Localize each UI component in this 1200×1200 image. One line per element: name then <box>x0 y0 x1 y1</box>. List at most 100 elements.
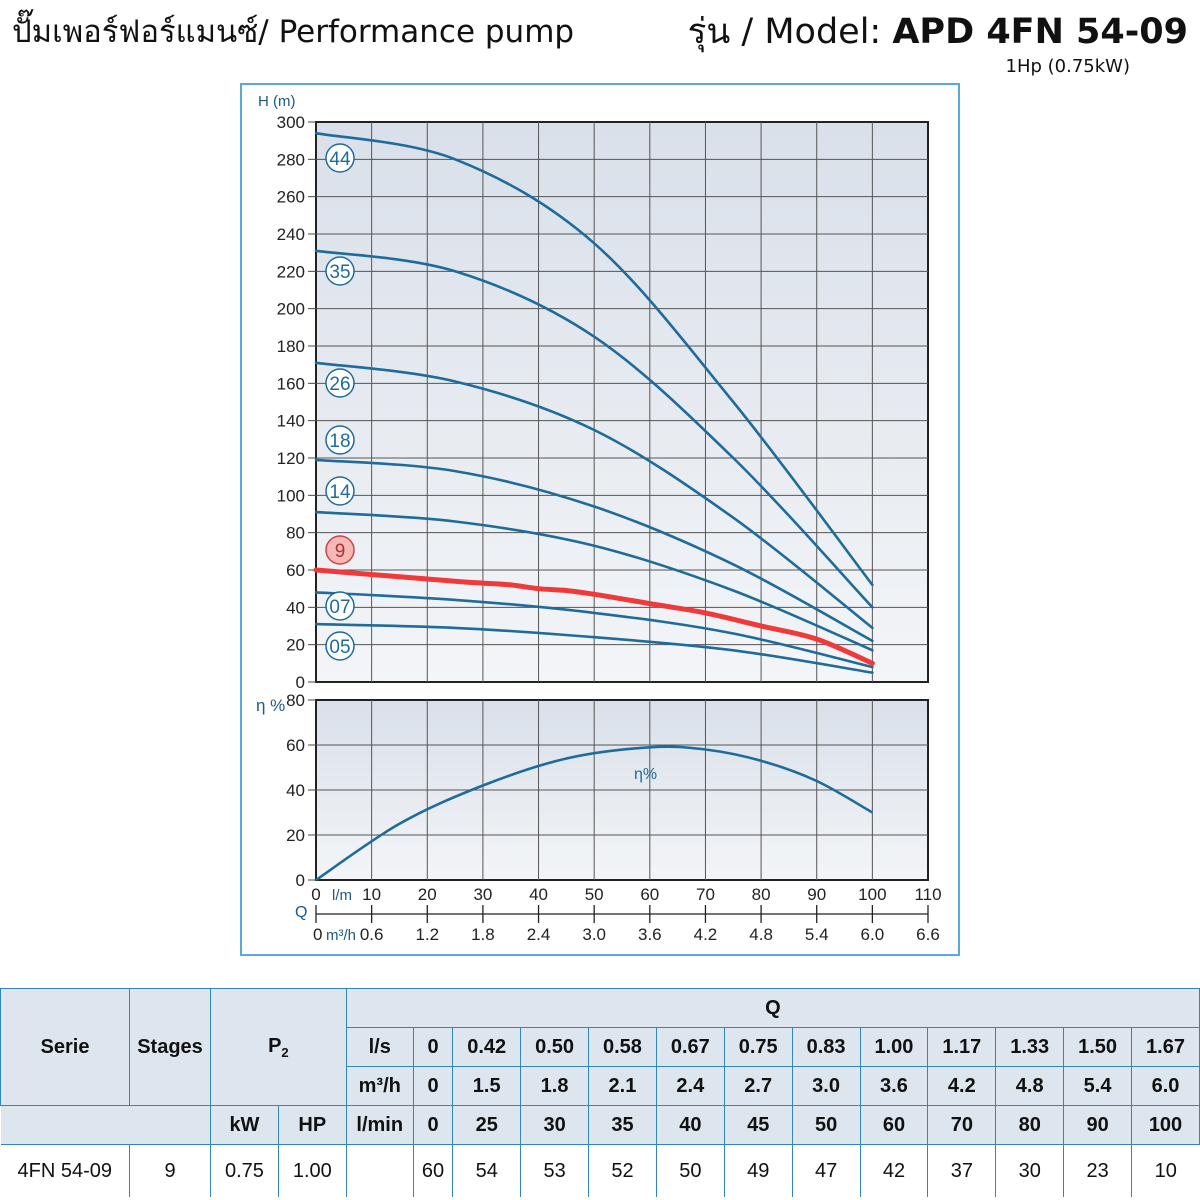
stage-label: 18 <box>329 431 350 452</box>
head-curve <box>314 510 874 652</box>
q-ls-cell: 0.83 <box>791 1027 861 1067</box>
x-tick-label-lmin: 80 <box>752 885 771 904</box>
x-tick-label-m3h: 5.4 <box>805 925 829 944</box>
head-value-cell: 37 <box>927 1144 996 1197</box>
row-stages: 9 <box>129 1144 211 1197</box>
q-lmin-cell: 35 <box>588 1105 657 1145</box>
x-tick-label-lmin: 10 <box>362 885 381 904</box>
head-value-cell: 49 <box>723 1144 793 1197</box>
q-lmin-cell: 25 <box>452 1105 522 1145</box>
performance-chart: 0204060801001201401601802002202402602803… <box>240 83 960 956</box>
x-unit-m3h: m³/h <box>326 927 356 944</box>
efficiency-curve <box>315 745 874 882</box>
q-header: Q <box>345 988 1200 1028</box>
head-curve <box>314 361 874 630</box>
q-lmin-cell: 90 <box>1063 1105 1133 1145</box>
blank-cell <box>129 1105 211 1145</box>
y-tick-label: 60 <box>286 561 305 580</box>
q-m3h-cell: 3.6 <box>859 1066 929 1106</box>
stage-badge <box>325 631 355 661</box>
x-tick-label-m3h: 0.6 <box>360 925 384 944</box>
x-tick-label-m3h: 3.0 <box>582 925 606 944</box>
model-prefix: รุ่น / Model: <box>687 12 893 52</box>
q-m3h-cell: 5.4 <box>1063 1066 1133 1106</box>
x-tick-label-m3h: 3.6 <box>638 925 662 944</box>
unit-hp: HP <box>277 1105 347 1145</box>
stage-label: 44 <box>329 149 351 170</box>
x-tick-label-lmin: 50 <box>585 885 604 904</box>
y-tick-label: 80 <box>286 691 305 710</box>
y-tick-label: 140 <box>277 412 305 431</box>
q-m3h-cell: 0 <box>412 1066 454 1106</box>
q-ls-cell: 1.50 <box>1063 1027 1133 1067</box>
q-ls-cell: 0.58 <box>588 1027 657 1067</box>
x-axis-symbol: Q <box>295 904 307 921</box>
x-tick-label-lmin: 70 <box>696 885 715 904</box>
unit-lmin: l/min <box>345 1105 414 1145</box>
x-tick-label-m3h: 6.0 <box>861 925 885 944</box>
y-tick-label: 260 <box>277 188 305 207</box>
q-lmin-cell: 0 <box>412 1105 454 1145</box>
q-m3h-cell: 6.0 <box>1131 1066 1200 1106</box>
y-tick-label: 40 <box>286 781 305 800</box>
y-tick-label: 200 <box>277 300 305 319</box>
head-value-cell: 50 <box>655 1144 725 1197</box>
head-curve <box>314 622 874 674</box>
head-value-cell: 52 <box>588 1144 657 1197</box>
model-name: APD 4FN 54-09 <box>892 12 1188 52</box>
x-tick-label-lmin: 40 <box>529 885 548 904</box>
q-ls-cell: 1.00 <box>859 1027 929 1067</box>
head-curve <box>314 458 874 643</box>
x-tick-label-m3h: 0 <box>313 925 322 944</box>
y-tick-label: 60 <box>286 736 305 755</box>
q-m3h-cell: 2.7 <box>723 1066 793 1106</box>
stage-badge <box>325 591 355 621</box>
q-ls-cell: 1.33 <box>995 1027 1065 1067</box>
head-curve <box>314 591 874 669</box>
x-tick-label-lmin: 60 <box>640 885 659 904</box>
p2-label: P <box>268 1034 282 1057</box>
stage-badge <box>325 476 355 506</box>
q-ls-cell: 0 <box>412 1027 454 1067</box>
y-tick-label: 40 <box>286 598 305 617</box>
stage-badge <box>325 535 355 565</box>
q-lmin-cell: 70 <box>927 1105 997 1145</box>
x-tick-label-lmin: 90 <box>807 885 826 904</box>
head-value-cell: 23 <box>1063 1144 1132 1197</box>
page-title: ปั๊มเพอร์ฟอร์แมนซ์/ Performance pump <box>12 14 575 50</box>
highlighted-curve <box>313 567 875 666</box>
efficiency-label: η% <box>634 766 657 783</box>
stage-badge <box>325 256 355 286</box>
head-curve <box>314 249 874 609</box>
q-m3h-cell: 2.1 <box>588 1066 657 1106</box>
row-serie: 4FN 54-09 <box>17 1159 113 1182</box>
stage-label: 9 <box>335 541 346 562</box>
y-tick-label: 280 <box>277 150 305 169</box>
y-axis-label: η % <box>256 696 285 715</box>
head-value-cell: 60 <box>412 1144 453 1197</box>
q-ls-cell: 0.42 <box>452 1027 522 1067</box>
x-tick-label-lmin: 100 <box>858 885 886 904</box>
y-tick-label: 300 <box>277 113 305 132</box>
x-tick-label-m3h: 4.8 <box>749 925 773 944</box>
x-tick-label-lmin: 110 <box>914 885 941 904</box>
x-tick-label-m3h: 1.8 <box>471 925 495 944</box>
x-tick-label-lmin: 0 <box>311 885 320 904</box>
q-lmin-cell: 40 <box>655 1105 725 1145</box>
y-tick-label: 20 <box>286 636 305 655</box>
x-tick-label-lmin: 20 <box>418 885 437 904</box>
serie-header: Serie <box>0 988 130 1106</box>
stage-badge <box>325 143 355 173</box>
head-value-cell: 42 <box>859 1144 928 1197</box>
head-value-cell: 30 <box>995 1144 1064 1197</box>
q-ls-cell: 0.67 <box>655 1027 725 1067</box>
row-hp: 1.00 <box>277 1144 347 1197</box>
p2-header: P2 <box>210 988 347 1106</box>
q-lmin-cell: 80 <box>995 1105 1065 1145</box>
y-tick-label: 180 <box>277 337 305 356</box>
model-title: รุ่น / Model: APD 4FN 54-09 <box>688 4 1188 59</box>
flow-axis: 0 0 10 0.6 20 1.2 30 1.8 40 2.4 50 3.0 60 3.6 70 4.2 80 4… <box>295 885 942 944</box>
q-m3h-cell: 1.8 <box>520 1066 590 1106</box>
head-value-cell: 53 <box>520 1144 589 1197</box>
stage-label: 14 <box>329 482 351 503</box>
